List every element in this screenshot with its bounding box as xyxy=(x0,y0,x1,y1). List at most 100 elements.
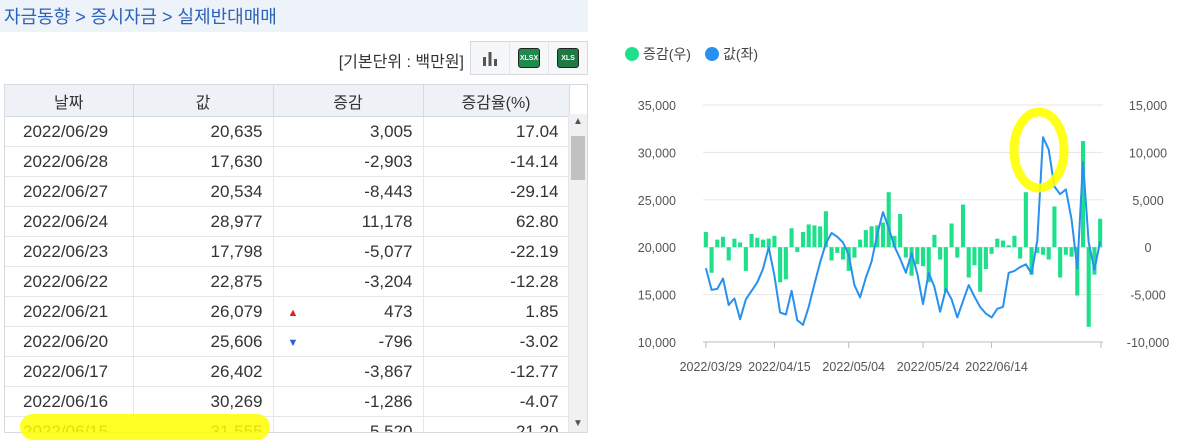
bar-change xyxy=(972,247,977,266)
column-header-rate[interactable]: 증감율(%) xyxy=(423,85,570,117)
table-row[interactable]: 2022/06/23 17,798 -5,077 -22.19 xyxy=(5,236,570,267)
bar-change xyxy=(995,238,1000,248)
bar-change xyxy=(943,247,948,292)
cell-change: -5,077 xyxy=(273,236,424,267)
bar-change xyxy=(749,233,754,248)
cell-value: 31,555 xyxy=(133,416,274,432)
chart-view-button[interactable] xyxy=(471,42,510,74)
bar-change xyxy=(812,225,817,248)
cell-date: 2022/06/24 xyxy=(5,206,134,237)
y-right-tick-label: 5,000 xyxy=(1132,194,1163,208)
table-row[interactable]: 2022/06/24 28,977 11,178 62.80 xyxy=(5,206,570,237)
cell-change: -3,867 xyxy=(273,356,424,387)
bar-change xyxy=(1018,247,1023,259)
scroll-down-icon[interactable]: ▼ xyxy=(573,418,583,429)
cell-date: 2022/06/21 xyxy=(5,296,134,327)
data-table-container: 날짜 값 증감 증감율(%) 2022/06/29 20,635 3,005 17.0… xyxy=(4,84,588,433)
bar-change xyxy=(732,238,737,248)
legend-dot-change xyxy=(625,47,639,61)
table-row[interactable]: 2022/06/21 26,079 ▲ 473 1.85 xyxy=(5,296,570,327)
bar-change xyxy=(818,226,823,248)
bar-change xyxy=(1092,247,1097,275)
cell-date: 2022/06/27 xyxy=(5,176,134,207)
cell-change-value: -8,443 xyxy=(364,181,413,201)
bar-change xyxy=(1000,240,1006,248)
table-row[interactable]: 2022/06/15 31,555 5,520 21.20 xyxy=(5,416,570,433)
cell-date: 2022/06/16 xyxy=(5,386,134,417)
scroll-up-icon[interactable]: ▲ xyxy=(573,116,583,127)
bar-change xyxy=(978,247,983,292)
bar-change xyxy=(840,247,846,260)
bar-change xyxy=(778,247,783,283)
table-body: 2022/06/29 20,635 3,005 17.04 2022/06/28 17,6… xyxy=(5,116,570,433)
y-left-tick-label: 20,000 xyxy=(638,241,676,255)
bar-change xyxy=(760,239,766,248)
unit-label: [기본단위 : 백만원] xyxy=(338,54,464,71)
cell-rate: 17.04 xyxy=(423,116,570,147)
bar-change xyxy=(1069,247,1074,257)
down-arrow-icon: ▼ xyxy=(287,337,299,349)
xlsx-download-button[interactable]: XLSX xyxy=(510,42,549,74)
cell-rate: -14.14 xyxy=(423,146,570,177)
x-tick-label: 2022/05/24 xyxy=(897,360,960,374)
bar-change xyxy=(755,237,760,248)
cell-date: 2022/06/20 xyxy=(5,326,134,357)
bar-change xyxy=(1052,206,1057,248)
bar-change xyxy=(1023,192,1028,248)
y-right-tick-label: 0 xyxy=(1145,241,1152,255)
cell-change: 11,178 xyxy=(273,206,424,237)
cell-value: 22,875 xyxy=(133,266,274,297)
table-header-row: 날짜 값 증감 증감율(%) xyxy=(5,85,570,117)
table-row[interactable]: 2022/06/28 17,630 -2,903 -14.14 xyxy=(5,146,570,177)
bar-change xyxy=(909,247,914,276)
bar-change xyxy=(1040,247,1046,255)
y-left-tick-label: 10,000 xyxy=(638,336,676,350)
highlight-circle xyxy=(1009,107,1069,193)
bar-change xyxy=(1058,247,1063,278)
bar-change xyxy=(823,211,828,248)
bar-change xyxy=(898,214,903,248)
table-row[interactable]: 2022/06/22 22,875 -3,204 -12.28 xyxy=(5,266,570,297)
bar-change xyxy=(960,204,966,248)
table-row[interactable]: 2022/06/29 20,635 3,005 17.04 xyxy=(5,116,570,147)
bar-change xyxy=(795,247,800,252)
cell-rate: -22.19 xyxy=(423,236,570,267)
cell-change-value: 473 xyxy=(384,301,413,321)
column-header-date[interactable]: 날짜 xyxy=(5,85,134,117)
legend-item-value[interactable]: 값(좌) xyxy=(704,44,758,64)
bar-change xyxy=(800,232,806,248)
scrollbar-thumb[interactable] xyxy=(571,136,585,180)
xls-download-button[interactable]: XLS xyxy=(549,42,587,74)
cell-value: 20,534 xyxy=(133,176,274,207)
vertical-scrollbar[interactable]: ▲ ▼ xyxy=(568,114,587,432)
cell-change: 5,520 xyxy=(273,416,424,433)
bar-chart-icon xyxy=(483,52,497,66)
cell-change-value: 11,178 xyxy=(361,211,413,231)
chart-legend: 증감(우) 값(좌) xyxy=(625,44,758,64)
bar-change xyxy=(920,247,926,267)
y-left-tick-label: 35,000 xyxy=(638,99,676,113)
cell-rate: -3.02 xyxy=(423,326,570,357)
y-right-tick-label: -5,000 xyxy=(1130,289,1165,303)
y-right-tick-label: -10,000 xyxy=(1127,336,1169,350)
column-header-change[interactable]: 증감 xyxy=(273,85,424,117)
bar-change xyxy=(835,247,840,253)
cell-value: 20,635 xyxy=(133,116,274,147)
table-row[interactable]: 2022/06/27 20,534 -8,443 -29.14 xyxy=(5,176,570,207)
table-row[interactable]: 2022/06/20 25,606 ▼ -796 -3.02 xyxy=(5,326,570,357)
legend-item-change[interactable]: 증감(우) xyxy=(625,44,691,64)
cell-change-value: -2,903 xyxy=(364,151,413,171)
table-row[interactable]: 2022/06/17 26,402 -3,867 -12.77 xyxy=(5,356,570,387)
column-header-value[interactable]: 값 xyxy=(133,85,274,117)
bar-change xyxy=(915,247,920,265)
bar-change xyxy=(949,223,954,248)
cell-change-value: -796 xyxy=(378,331,413,351)
table-row[interactable]: 2022/06/16 30,269 -1,286 -4.07 xyxy=(5,386,570,417)
line-value xyxy=(704,136,1102,326)
cell-value: 26,079 xyxy=(133,296,274,327)
cell-rate: -4.07 xyxy=(423,386,570,417)
bar-change xyxy=(1035,247,1040,253)
y-right-tick-label: 15,000 xyxy=(1129,99,1167,113)
cell-change-value: 5,520 xyxy=(369,421,413,433)
bar-change xyxy=(783,247,788,280)
